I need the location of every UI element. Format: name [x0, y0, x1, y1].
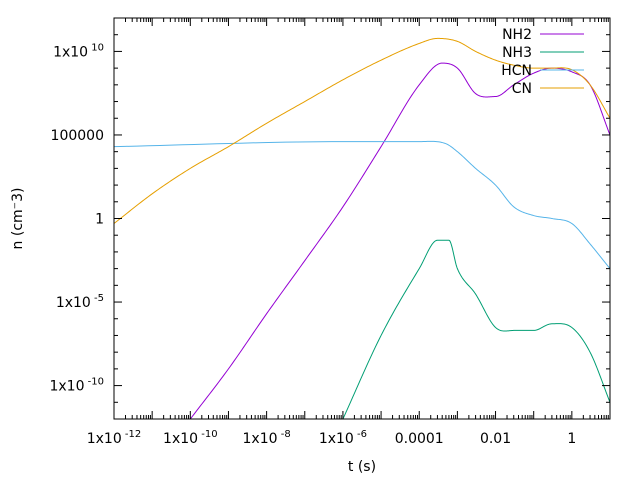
x-tick-label: 1x10 -6 — [319, 429, 367, 447]
x-axis-label: t (s) — [348, 459, 376, 475]
x-tick-label: 0.0001 — [395, 431, 444, 447]
x-tick-label: 1x10 -8 — [243, 429, 291, 447]
legend-label-hcn: HCN — [501, 63, 532, 79]
legend-label-nh2: NH2 — [502, 27, 532, 43]
y-tick-label: 100000 — [51, 128, 104, 144]
x-tick-label: 1x10 -10 — [163, 429, 218, 447]
series-line-hcn — [114, 140, 610, 269]
legend: NH2 NH3 HCN CN — [501, 27, 584, 97]
legend-label-nh3: NH3 — [502, 45, 532, 61]
series-line-cn — [114, 37, 610, 224]
y-tick-label: 1x10 10 — [53, 42, 104, 60]
x-tick-label: 1 — [567, 431, 576, 447]
y-tick-label: 1x10 -10 — [49, 377, 104, 395]
ticks-layer: 1x10 -12 1x10 -10 1x10 -8 1x10 -6 0.0001 0.01… — [49, 17, 611, 447]
y-axis-label: n (cm⁻3) — [10, 188, 26, 250]
series-line-nh3 — [342, 239, 610, 419]
x-tick-label: 0.01 — [480, 431, 511, 447]
series-line-nh2 — [189, 62, 610, 419]
y-tick-label: 1 — [95, 212, 104, 228]
plot-frame — [113, 17, 611, 420]
legend-label-cn: CN — [512, 81, 532, 97]
series-layer — [114, 37, 610, 419]
y-tick-label: 1x10 -5 — [56, 293, 104, 311]
x-tick-label: 1x10 -12 — [87, 429, 142, 447]
